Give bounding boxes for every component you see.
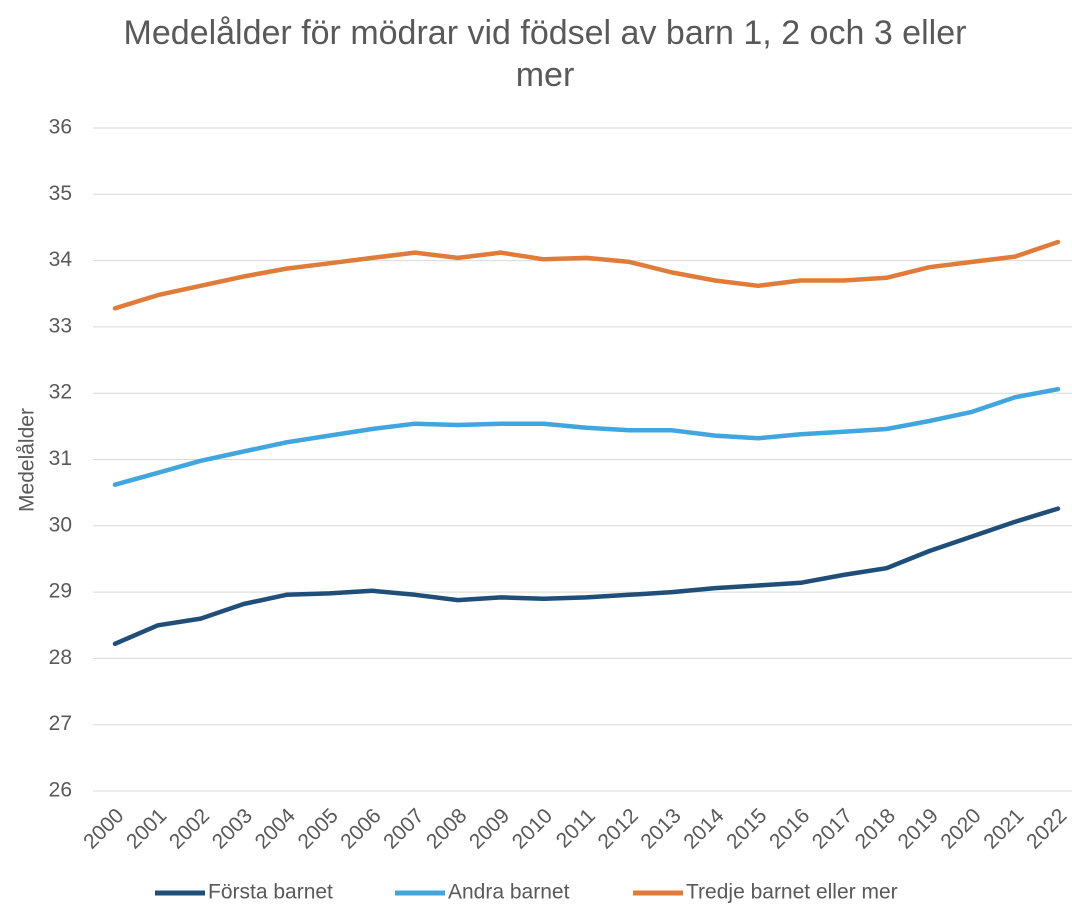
y-tick-label: 34 [49, 248, 73, 271]
x-tick-label: 2022 [1022, 804, 1071, 853]
legend-label: Andra barnet [448, 881, 570, 904]
chart-title: Medelålder för mödrar vid födsel av barn… [123, 14, 967, 94]
y-tick-label: 29 [49, 580, 72, 603]
x-tick-label: 2001 [122, 804, 171, 853]
x-tick-label: 2017 [808, 804, 857, 853]
x-tick-label: 2005 [293, 804, 342, 853]
y-tick-label: 26 [49, 779, 72, 802]
y-tick-label: 30 [49, 513, 72, 536]
x-tick-label: 2015 [722, 804, 771, 853]
series-line [112, 386, 1061, 487]
x-tick-label: 2008 [422, 804, 471, 853]
x-tick-label: 2004 [251, 804, 301, 854]
x-tick-label: 2013 [636, 804, 685, 853]
x-tick-label: 2014 [679, 804, 729, 854]
series-line [112, 239, 1061, 311]
y-tick-label: 35 [49, 182, 72, 205]
y-tick-label: 27 [49, 712, 72, 735]
x-tick-label: 2019 [894, 804, 943, 853]
x-tick-label: 2012 [594, 804, 643, 853]
x-tick-label: 2010 [508, 804, 557, 853]
x-tick-label: 2009 [465, 804, 514, 853]
x-tick-label: 2020 [936, 804, 985, 853]
legend-label: Första barnet [208, 881, 333, 904]
x-tick-label: 2002 [165, 804, 214, 853]
x-tick-label: 2003 [208, 804, 257, 853]
y-tick-label: 31 [49, 447, 72, 470]
y-tick-label: 33 [49, 314, 72, 337]
x-tick-label: 2018 [851, 804, 900, 853]
y-axis-label: Medelålder [16, 408, 39, 512]
x-tick-label: 2021 [979, 804, 1028, 853]
x-tick-label: 2011 [552, 804, 600, 852]
x-tick-label: 2000 [79, 804, 128, 853]
y-tick-label: 32 [49, 381, 72, 404]
legend-label: Tredje barnet eller mer [686, 881, 898, 904]
x-tick-label: 2007 [379, 804, 428, 853]
series-line [112, 506, 1061, 647]
y-tick-label: 36 [49, 116, 72, 139]
y-tick-label: 28 [49, 646, 72, 669]
x-tick-label: 2016 [765, 804, 814, 853]
x-tick-label: 2006 [336, 804, 385, 853]
